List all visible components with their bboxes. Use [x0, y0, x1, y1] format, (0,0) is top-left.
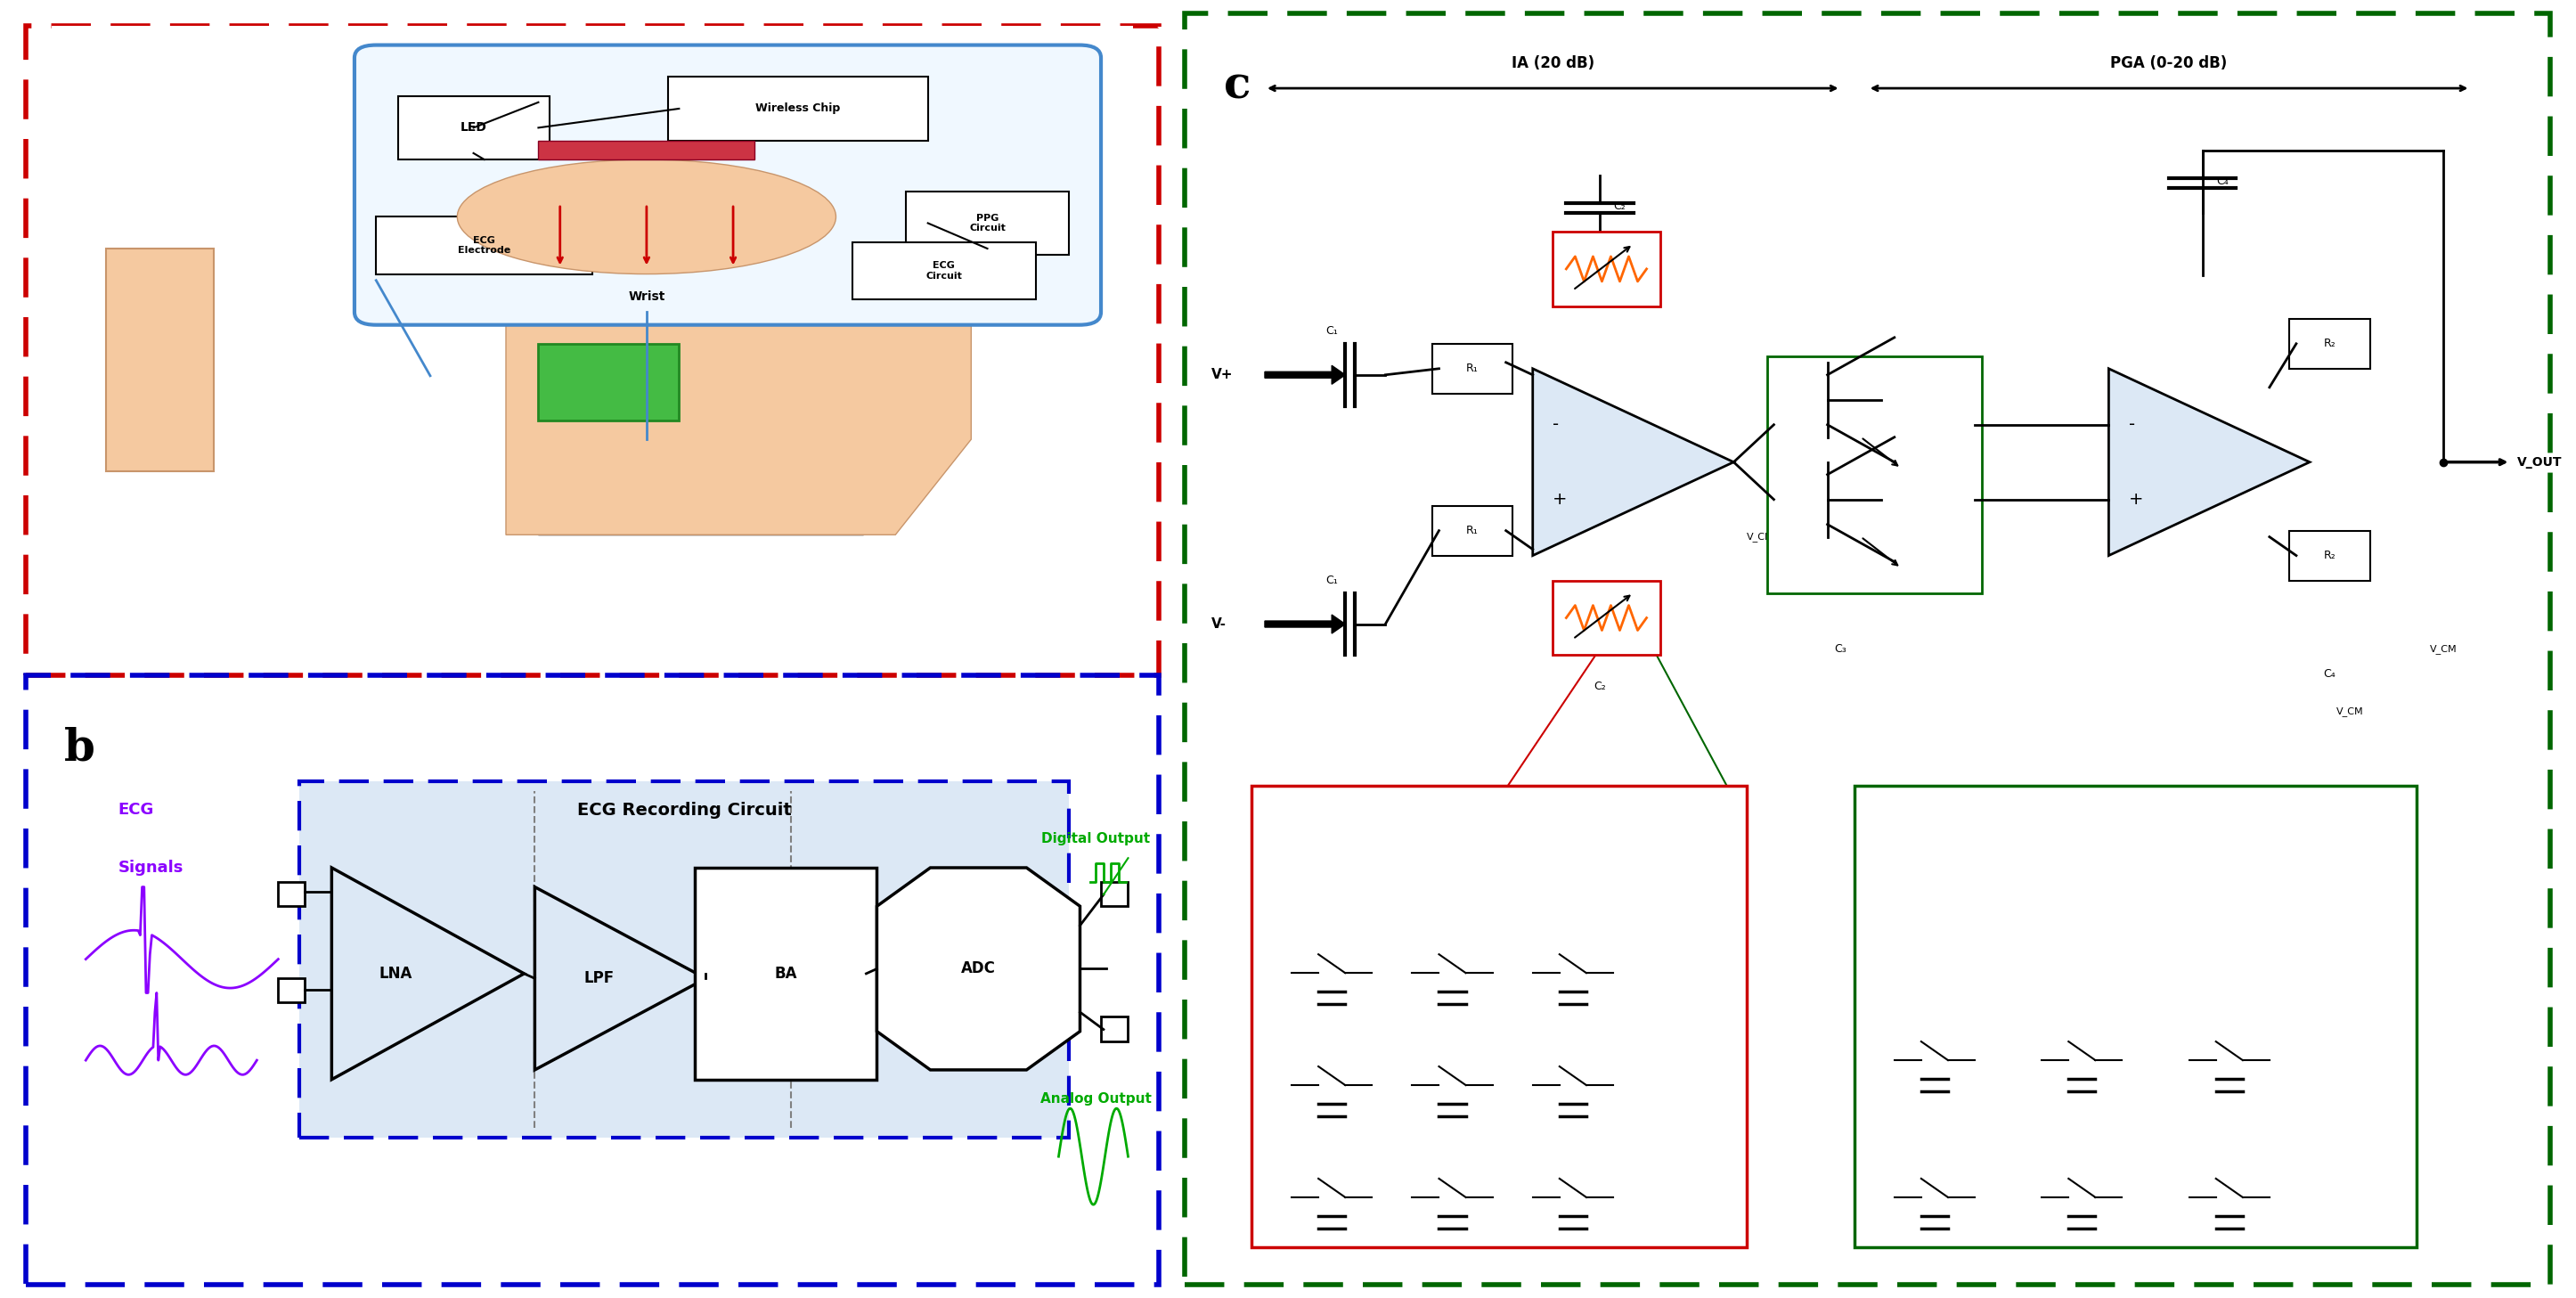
FancyBboxPatch shape: [853, 243, 1036, 300]
Text: LNA: LNA: [379, 966, 412, 981]
FancyBboxPatch shape: [2290, 319, 2370, 369]
FancyBboxPatch shape: [1553, 231, 1659, 306]
Bar: [1103, 883, 1128, 906]
FancyBboxPatch shape: [1252, 787, 1747, 1247]
Text: R₂: R₂: [2324, 550, 2336, 561]
Text: V+: V+: [1211, 369, 1234, 382]
Polygon shape: [505, 280, 971, 535]
Text: V_CM: V_CM: [1692, 805, 1723, 816]
Polygon shape: [876, 868, 1079, 1070]
Polygon shape: [538, 280, 863, 535]
Text: Wireless Chip: Wireless Chip: [755, 103, 840, 114]
Text: PPG
Circuit: PPG Circuit: [969, 213, 1005, 232]
Text: Analog Output: Analog Output: [1041, 1092, 1151, 1106]
Text: R₁: R₁: [1466, 524, 1479, 536]
Text: V_CM: V_CM: [2336, 706, 2362, 716]
Text: V_OUT: V_OUT: [2517, 456, 2563, 469]
Text: C₃: C₃: [1834, 357, 1847, 369]
FancyBboxPatch shape: [1432, 344, 1512, 393]
Text: LPF: LPF: [585, 971, 613, 986]
Text: IA (20 dB): IA (20 dB): [1512, 56, 1595, 71]
Text: +: +: [1553, 491, 1569, 508]
Text: ECG: ECG: [118, 802, 155, 818]
FancyBboxPatch shape: [2290, 531, 2370, 580]
Text: C₂: C₂: [1613, 201, 1625, 213]
FancyBboxPatch shape: [1553, 580, 1659, 655]
FancyBboxPatch shape: [397, 96, 549, 160]
Polygon shape: [2110, 369, 2311, 556]
Bar: [1103, 1016, 1128, 1041]
Polygon shape: [106, 249, 214, 471]
FancyBboxPatch shape: [299, 781, 1069, 1137]
Text: C₂: C₂: [1595, 680, 1605, 692]
Text: C₄: C₄: [2324, 668, 2336, 680]
Text: BA: BA: [775, 966, 799, 981]
FancyBboxPatch shape: [1855, 787, 2416, 1247]
Bar: [538, 140, 755, 160]
Bar: [278, 979, 304, 1002]
Text: ECG Recording Circuit: ECG Recording Circuit: [577, 801, 791, 819]
Polygon shape: [538, 344, 680, 421]
Text: b: b: [64, 727, 95, 771]
Text: -: -: [1553, 417, 1558, 434]
Text: C₃: C₃: [1834, 644, 1847, 654]
Text: ECG
Electrode: ECG Electrode: [459, 236, 510, 254]
Polygon shape: [536, 887, 706, 1070]
Text: R₁: R₁: [1466, 363, 1479, 374]
Text: LED: LED: [461, 122, 487, 134]
Text: +: +: [2128, 491, 2143, 508]
Bar: [278, 883, 304, 906]
Text: Wrist: Wrist: [629, 291, 665, 302]
Text: C₁: C₁: [1327, 575, 1337, 587]
FancyBboxPatch shape: [907, 191, 1069, 254]
Text: -: -: [2128, 417, 2136, 434]
Text: PGA (0-20 dB): PGA (0-20 dB): [2110, 56, 2228, 71]
FancyBboxPatch shape: [355, 45, 1100, 324]
Polygon shape: [1533, 369, 1734, 556]
FancyArrow shape: [1265, 615, 1345, 633]
FancyBboxPatch shape: [696, 868, 876, 1080]
Polygon shape: [332, 868, 523, 1080]
Text: Digital Output: Digital Output: [1041, 832, 1151, 845]
Text: ECG
Circuit: ECG Circuit: [925, 261, 963, 280]
Text: ADC: ADC: [961, 961, 997, 977]
Ellipse shape: [459, 160, 837, 274]
FancyArrow shape: [1265, 366, 1345, 384]
FancyBboxPatch shape: [667, 77, 927, 140]
Text: V_CM: V_CM: [1747, 532, 1775, 541]
FancyBboxPatch shape: [1432, 506, 1512, 556]
Text: C₄: C₄: [2215, 177, 2228, 187]
Text: a: a: [64, 91, 93, 135]
Text: R₂: R₂: [2324, 337, 2336, 349]
Text: c: c: [1224, 65, 1252, 109]
Text: C₁: C₁: [1327, 326, 1337, 337]
Text: Signals: Signals: [118, 859, 183, 876]
Text: V_CM: V_CM: [2429, 644, 2458, 654]
FancyBboxPatch shape: [376, 217, 592, 274]
FancyBboxPatch shape: [1767, 356, 1981, 593]
Text: V-: V-: [1211, 618, 1226, 631]
